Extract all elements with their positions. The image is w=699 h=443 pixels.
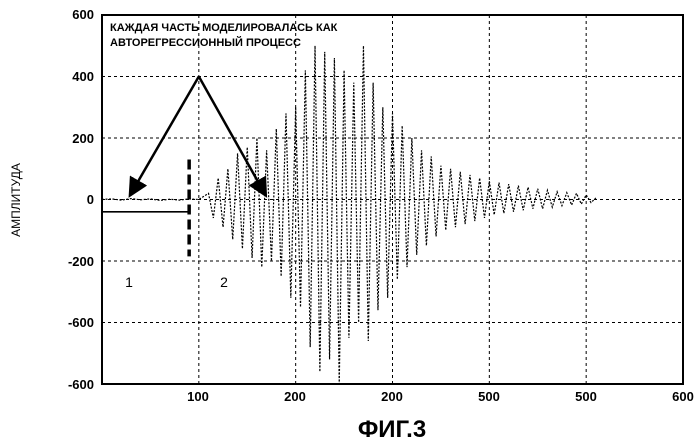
y-axis-label: АМПЛИТУДА bbox=[9, 163, 23, 237]
annotation-arrows bbox=[128, 75, 268, 257]
series-line-0 bbox=[101, 45, 597, 385]
annotation-arrow-0 bbox=[128, 75, 200, 198]
y-tick-label-neg600a: -600 bbox=[68, 315, 94, 330]
x-tick-label-600: 600 bbox=[672, 389, 694, 404]
annotation-arrow-1 bbox=[197, 75, 268, 198]
annotation-line-2: АВТОРЕГРЕССИОННЫЙ ПРОЦЕСС bbox=[110, 36, 301, 49]
region-label-1: 1 bbox=[125, 274, 133, 290]
y-tick-label-neg600b: -600 bbox=[68, 377, 94, 392]
grid-lines bbox=[102, 15, 683, 384]
x-tick-label-200a: 200 bbox=[284, 389, 306, 404]
x-tick-label-200b: 200 bbox=[381, 389, 403, 404]
figure-caption: ФИГ.3 bbox=[358, 416, 426, 443]
y-tick-label-0: 0 bbox=[87, 192, 94, 207]
y-tick-label-neg200: -200 bbox=[68, 254, 94, 269]
y-tick-label-600: 600 bbox=[72, 7, 94, 22]
signal-series bbox=[101, 45, 597, 385]
x-tick-label-100: 100 bbox=[187, 389, 209, 404]
region-label-2: 2 bbox=[220, 274, 228, 290]
annotation-line-1: КАЖДАЯ ЧАСТЬ МОДЕЛИРОВАЛАСЬ КАК bbox=[110, 22, 338, 34]
y-tick-label-400: 400 bbox=[72, 69, 94, 84]
y-tick-label-200: 200 bbox=[72, 131, 94, 146]
x-tick-label-500a: 500 bbox=[478, 389, 500, 404]
x-tick-label-500b: 500 bbox=[575, 389, 597, 404]
